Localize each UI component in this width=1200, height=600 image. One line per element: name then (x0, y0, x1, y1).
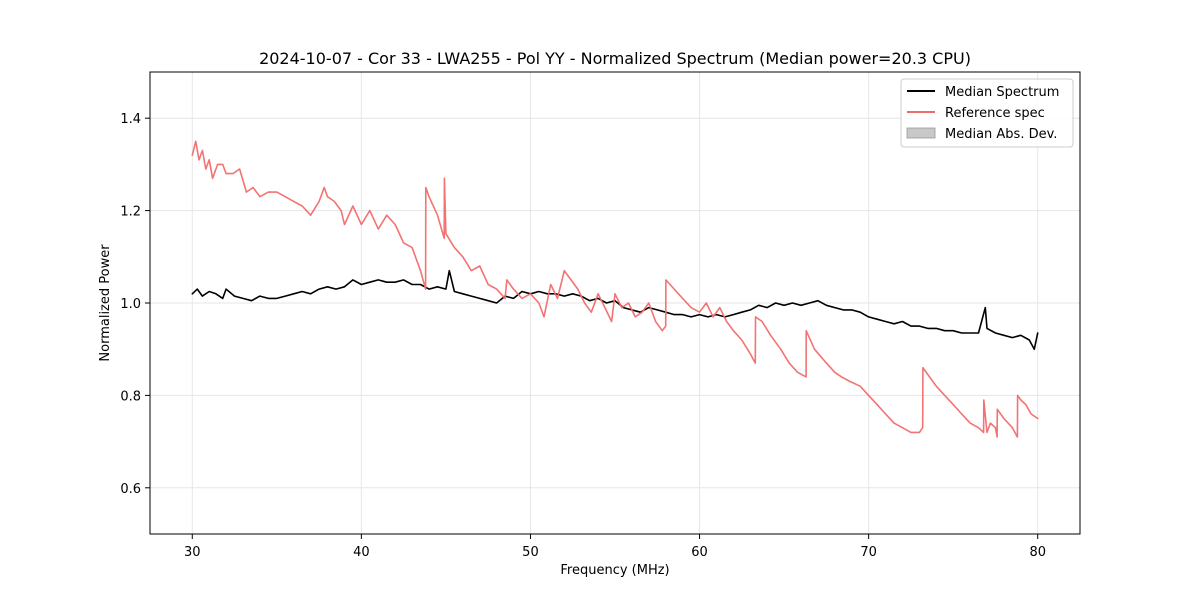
legend-swatch-patch (906, 127, 936, 139)
x-tick-label: 50 (522, 545, 539, 560)
y-tick-label: 1.0 (120, 297, 141, 312)
legend-label: Median Spectrum (945, 85, 1059, 100)
y-tick-label: 0.6 (120, 482, 141, 497)
x-tick-label: 70 (860, 545, 877, 560)
series-line-median-spectrum (191, 269, 1039, 351)
legend-label: Median Abs. Dev. (945, 127, 1057, 142)
chart-title: 2024-10-07 - Cor 33 - LWA255 - Pol YY - … (259, 49, 971, 68)
x-axis-label: Frequency (MHz) (560, 563, 669, 578)
y-tick-label: 1.4 (120, 112, 141, 127)
series-layer (191, 140, 1039, 438)
x-tick-label: 30 (184, 545, 201, 560)
legend-entry: Median Spectrum (907, 85, 1059, 100)
y-tick-label: 1.2 (120, 205, 141, 220)
legend-entry: Median Abs. Dev. (906, 127, 1057, 142)
legend-entry: Reference spec (907, 106, 1045, 121)
x-tick-label: 80 (1029, 545, 1046, 560)
y-axis-label: Normalized Power (98, 244, 113, 362)
y-tick-label: 0.8 (120, 389, 141, 404)
x-tick-label: 40 (353, 545, 370, 560)
series-line-reference-spec (191, 140, 1039, 438)
axis-ticks: 30 40 50 60 70 80 0.6 0.8 1.0 1.2 1.4 (120, 112, 1046, 560)
x-tick-label: 60 (691, 545, 708, 560)
legend-label: Reference spec (945, 106, 1045, 121)
legend-box (900, 78, 1074, 148)
legend: Median Spectrum Reference spec Median Abs.… (900, 78, 1074, 148)
